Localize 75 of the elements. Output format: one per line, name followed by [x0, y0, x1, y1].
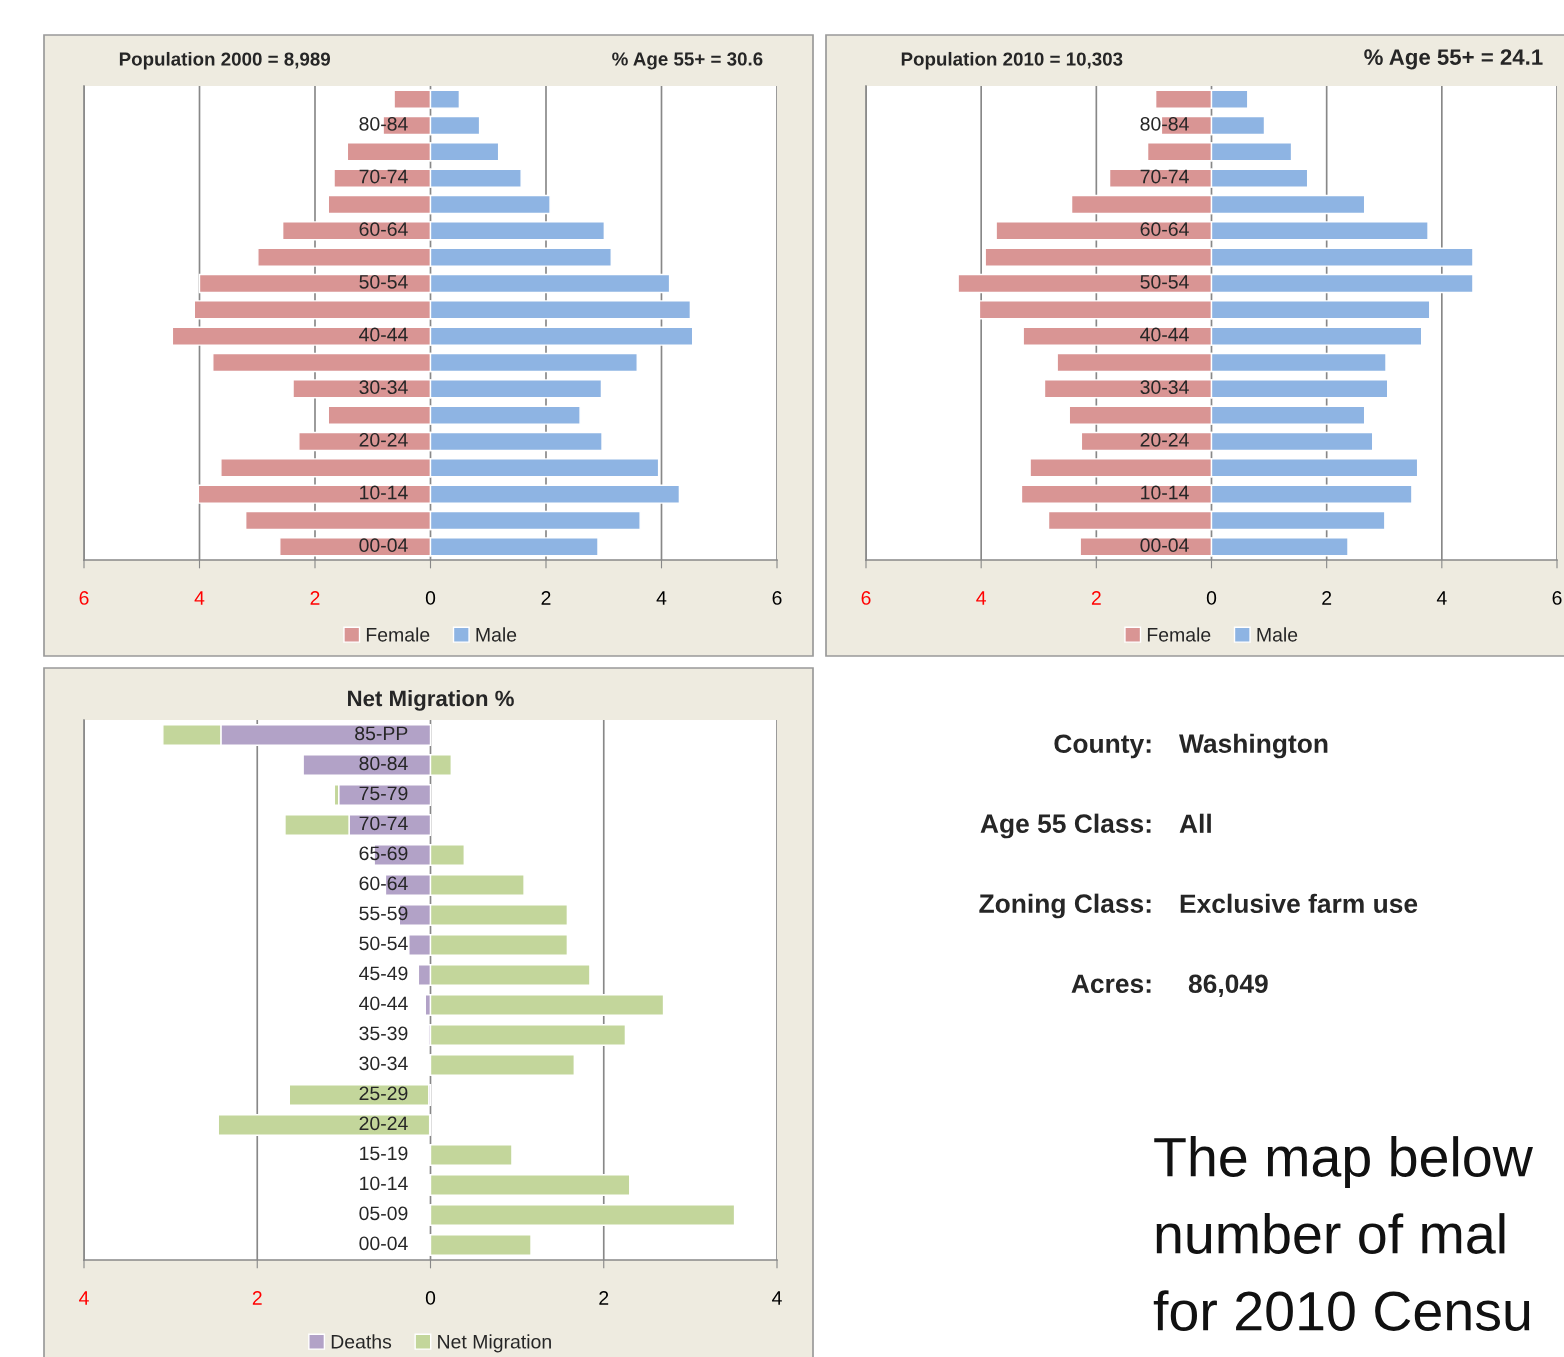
chart-title: Population 2000 = 8,989: [119, 51, 331, 70]
y-tick-label: 60-64: [359, 222, 408, 237]
x-tick-label: 2: [310, 591, 320, 605]
text: number of mal: [1156, 1213, 1505, 1254]
y-tick-label: 10-14: [360, 1176, 408, 1191]
x-tick-label: 0: [1206, 591, 1217, 605]
y-tick-label: 50-54: [359, 936, 408, 951]
y-tick-label: 60-64: [359, 876, 408, 891]
chart-title: Population 2010 = 10,303: [901, 51, 1123, 70]
chart-subtitle: % Age 55+ = 30.6: [612, 52, 763, 70]
y-tick-label: 30-34: [1140, 380, 1189, 395]
y-tick-label: 20-24: [1140, 432, 1189, 447]
y-tick-label: 50-54: [1140, 274, 1189, 289]
x-tick-label: 2: [252, 1291, 262, 1305]
text: Exclusive farm use: [1180, 893, 1418, 914]
x-tick-label: 4: [194, 591, 205, 605]
legend-label: Female: [1147, 627, 1211, 642]
text: for 2010 Censu: [1153, 1290, 1530, 1331]
y-tick-label: 30-34: [359, 1056, 408, 1071]
y-tick-label: 25-29: [359, 1086, 408, 1101]
y-tick-label: 00-04: [359, 1236, 408, 1251]
y-tick-label: 10-14: [360, 485, 408, 500]
y-tick-label: 70-74: [1140, 169, 1189, 184]
x-tick-label: 4: [976, 591, 987, 605]
x-tick-label: 2: [541, 591, 551, 605]
legend-label: Female: [366, 627, 430, 642]
y-tick-label: 70-74: [359, 816, 408, 831]
x-tick-label: 2: [1091, 591, 1101, 605]
x-tick-label: 6: [861, 591, 871, 605]
x-tick-label: 4: [1436, 591, 1447, 605]
y-tick-label: 30-34: [359, 380, 408, 395]
x-tick-label: 4: [772, 1291, 782, 1305]
x-tick-label: 0: [425, 591, 436, 605]
y-tick-label: 20-24: [359, 1116, 408, 1131]
x-tick-label: 6: [772, 591, 782, 605]
y-tick-label: 55-59: [359, 906, 408, 921]
chart-title: Net Migration %: [348, 690, 514, 711]
y-tick-label: 50-54: [359, 274, 408, 289]
y-tick-label: 10-14: [1141, 485, 1189, 500]
y-tick-label: 80-84: [359, 756, 408, 771]
y-tick-label: 85-PP: [355, 726, 408, 741]
y-tick-label: 75-79: [359, 786, 408, 801]
y-tick-label: 80-84: [359, 116, 408, 131]
y-tick-label: 05-09: [359, 1206, 408, 1221]
y-tick-label: 60-64: [1140, 222, 1189, 237]
y-tick-label: 45-49: [359, 966, 408, 981]
text: Age 55 Class:: [980, 813, 1151, 839]
text: All: [1179, 813, 1211, 833]
text: 86,049: [1188, 974, 1268, 997]
y-tick-label: 40-44: [1140, 327, 1189, 342]
x-tick-label: 2: [1322, 591, 1332, 605]
x-tick-label: 2: [599, 1291, 609, 1305]
legend-label: Deaths: [331, 1334, 392, 1349]
y-tick-label: 00-04: [1140, 538, 1189, 553]
text: Zoning Class:: [979, 893, 1151, 919]
y-tick-label: 70-74: [359, 169, 408, 184]
y-tick-label: 15-19: [360, 1146, 408, 1161]
y-tick-label: 40-44: [359, 327, 408, 342]
legend-label: Net Migration: [438, 1334, 551, 1353]
x-tick-label: 0: [425, 1291, 436, 1305]
legend-label: Male: [1257, 627, 1298, 642]
x-tick-label: 4: [656, 591, 667, 605]
text: The map below: [1154, 1136, 1533, 1188]
text: Washington: [1179, 733, 1328, 759]
chart-subtitle: % Age 55+ = 24.1: [1364, 49, 1543, 70]
y-tick-label: 40-44: [359, 996, 408, 1011]
y-tick-label: 20-24: [359, 432, 408, 447]
x-tick-label: 6: [1552, 591, 1562, 605]
text: County:: [1054, 734, 1151, 759]
text: Acres:: [1071, 974, 1151, 994]
y-tick-label: 35-39: [359, 1026, 408, 1041]
y-tick-label: 00-04: [359, 538, 408, 553]
x-tick-label: 6: [79, 591, 89, 605]
legend-label: Male: [476, 627, 517, 642]
x-tick-label: 4: [79, 1291, 89, 1305]
